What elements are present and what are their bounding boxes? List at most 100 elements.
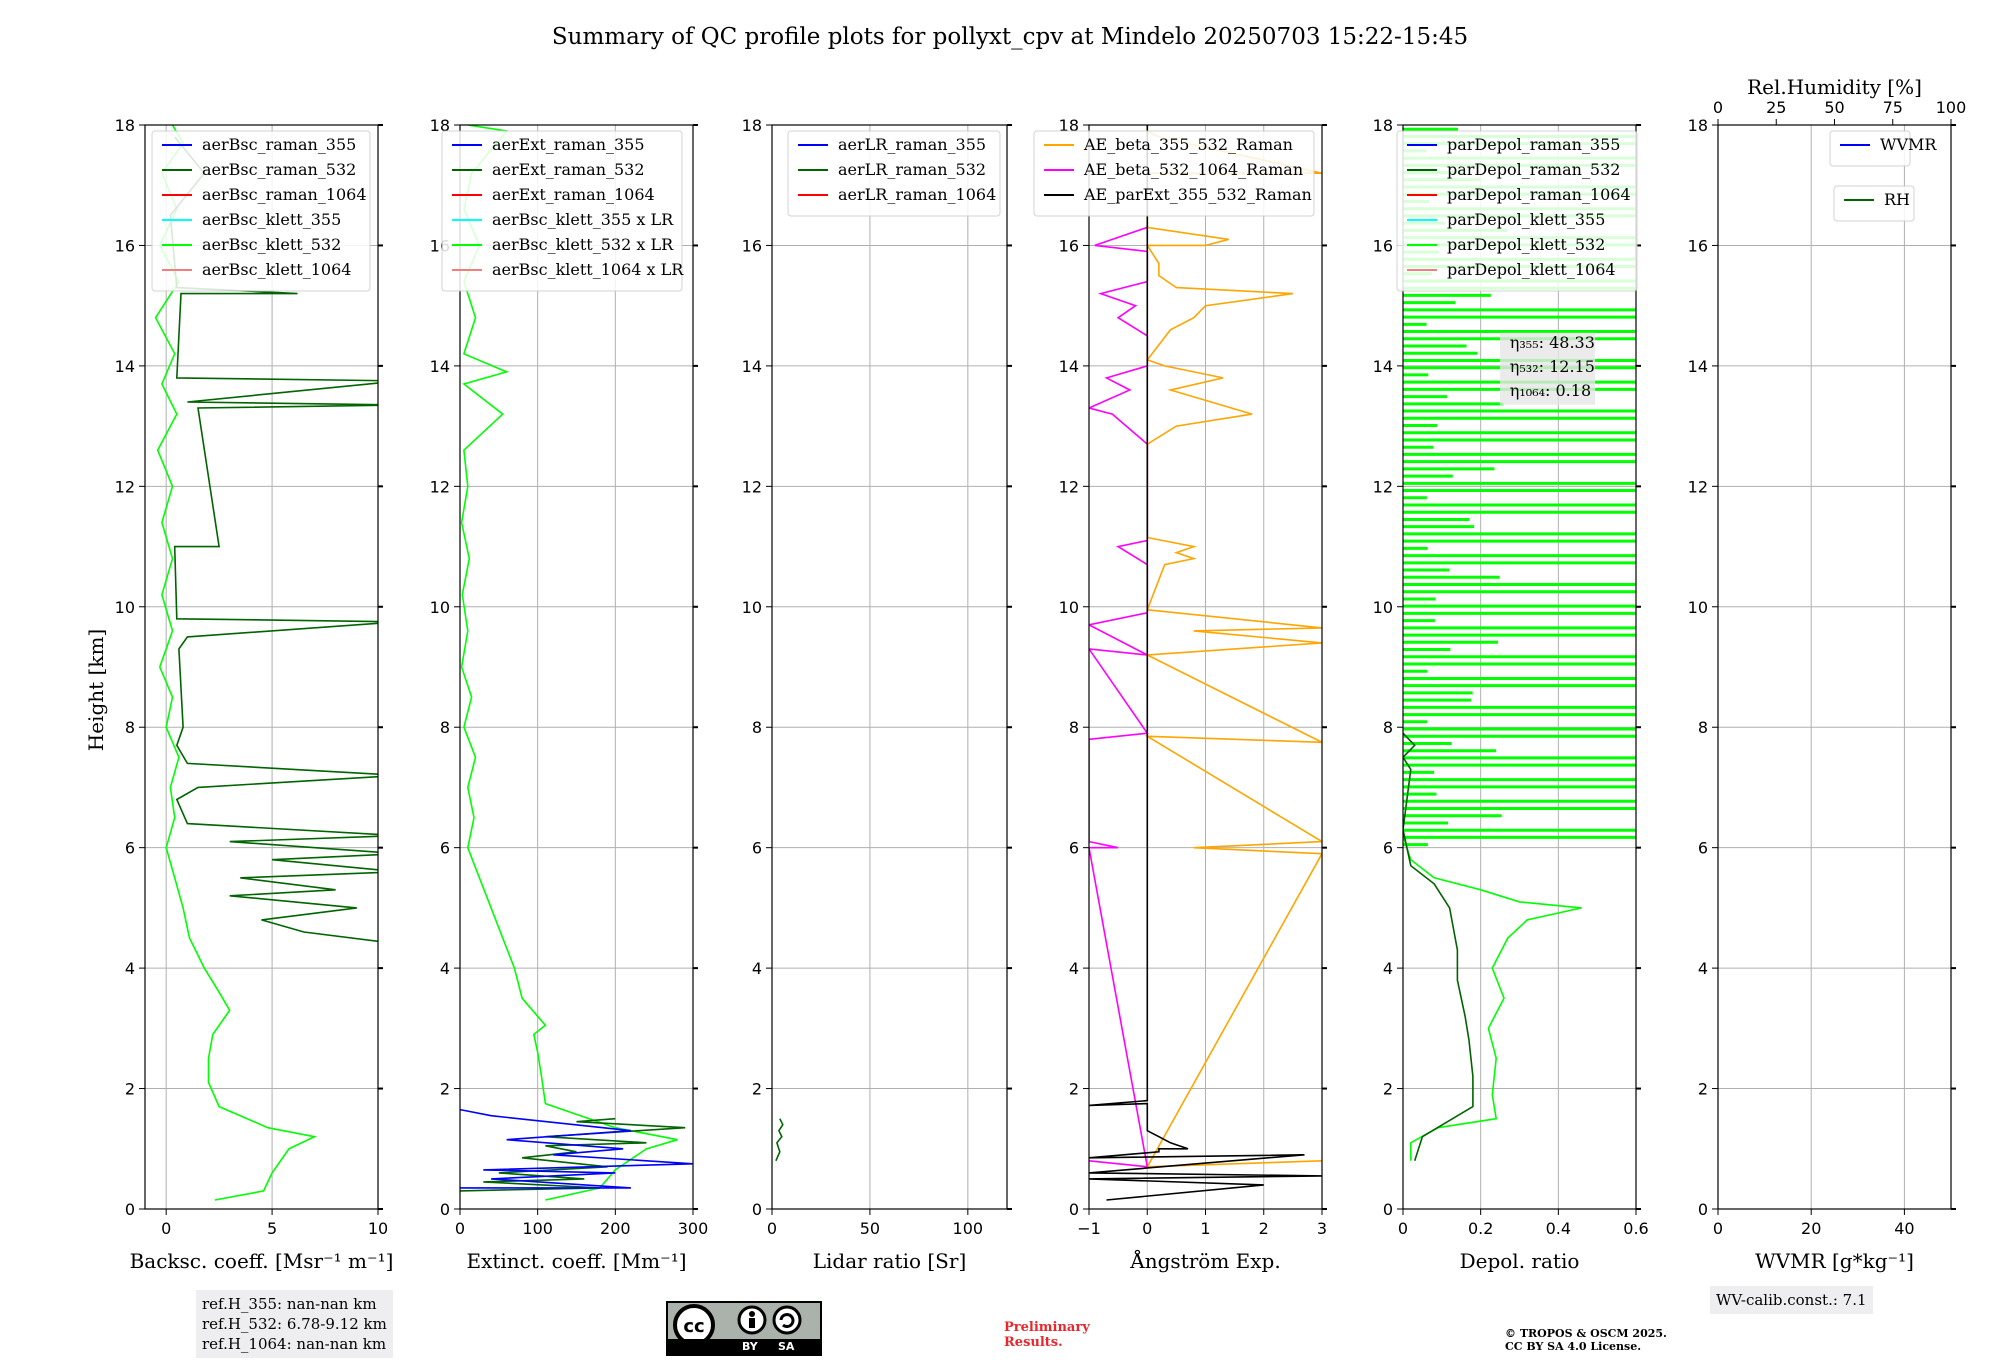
axes-frame xyxy=(144,124,379,1210)
x-tick-label: 0 xyxy=(767,1219,777,1238)
panel-3: 0 50 100 0 2 4 6 8 10 12 14 16 18 Lidar ratio [Sr] aer… xyxy=(742,116,1012,1273)
y-tick-label: 12 xyxy=(1059,477,1079,496)
y-tick-label: 2 xyxy=(1698,1080,1708,1099)
legend-label: aerBsc_klett_1064 x LR xyxy=(492,260,684,279)
y-tick-label: 16 xyxy=(742,236,762,255)
axes-frame xyxy=(1402,124,1637,1210)
series-parDepol_raman_532 xyxy=(1403,732,1474,1162)
x-axis-label: Lidar ratio [Sr] xyxy=(813,1249,967,1273)
legend-label: aerBsc_raman_355 xyxy=(202,135,356,154)
preliminary-note: Preliminary Results. xyxy=(1004,1320,1090,1350)
legend-label: aerBsc_klett_355 x LR xyxy=(492,210,674,229)
legend: WVMR xyxy=(1829,130,1937,167)
y-tick-label: 0 xyxy=(1069,1200,1079,1219)
x-tick-label: 40 xyxy=(1894,1219,1914,1238)
y-tick-label: 16 xyxy=(1059,236,1079,255)
legend-box xyxy=(787,130,1001,217)
series-aerBsc_klett_532 xyxy=(154,125,318,1201)
axes-frame xyxy=(459,124,694,1210)
legend: aerBsc_raman_355 aerBsc_raman_532 aerBsc_r… xyxy=(151,130,371,292)
legend-box xyxy=(1033,130,1315,217)
series-group xyxy=(154,125,378,1201)
y-tick-label: 10 xyxy=(115,598,135,617)
top-x-tick-label: 25 xyxy=(1766,98,1786,117)
eta-annotation: η₅₃₂: 12.15 xyxy=(1510,357,1595,376)
y-tick-label: 0 xyxy=(440,1200,450,1219)
x-tick-label: 3 xyxy=(1317,1219,1327,1238)
series-parDepol_klett_532 xyxy=(1403,835,1582,1161)
cc-strip: BY SA xyxy=(668,1339,820,1354)
x-tick-label: 0 xyxy=(455,1219,465,1238)
legend-label: parDepol_klett_1064 xyxy=(1447,260,1616,279)
y-tick-label: 6 xyxy=(1069,839,1079,858)
y-tick-label: 12 xyxy=(742,477,762,496)
x-tick-label: 5 xyxy=(267,1219,277,1238)
y-tick-label: 10 xyxy=(742,598,762,617)
series-aerLR_raman_532 xyxy=(775,1118,784,1162)
y-tick-label: 6 xyxy=(1698,839,1708,858)
legend-label: RH xyxy=(1884,190,1910,209)
x-tick-label: 0 xyxy=(1398,1219,1408,1238)
y-tick-label: 8 xyxy=(1698,718,1708,737)
y-tick-label: 8 xyxy=(1069,718,1079,737)
y-tick-label: 4 xyxy=(752,959,762,978)
y-tick-label: 16 xyxy=(115,236,135,255)
y-tick-label: 10 xyxy=(1059,598,1079,617)
legend-label: aerLR_raman_532 xyxy=(838,160,986,179)
legend-label: aerExt_raman_1064 xyxy=(492,185,655,204)
legend: aerExt_raman_355 aerExt_raman_532 aerExt_r… xyxy=(441,130,684,292)
x-axis-label: Depol. ratio xyxy=(1460,1249,1580,1273)
y-tick-label: 8 xyxy=(440,718,450,737)
legend-label: WVMR xyxy=(1880,135,1937,154)
copyright-note: © TROPOS & OSCM 2025. CC BY SA 4.0 Licen… xyxy=(1505,1327,1667,1353)
eta-annotation-bg xyxy=(1500,332,1596,405)
x-tick-label: 300 xyxy=(678,1219,709,1238)
y-tick-label: 4 xyxy=(1698,959,1708,978)
y-tick-label: 12 xyxy=(1688,477,1708,496)
legend-label: parDepol_klett_532 xyxy=(1447,235,1605,254)
copyright-line-1: © TROPOS & OSCM 2025. xyxy=(1505,1327,1667,1340)
y-tick-label: 10 xyxy=(1373,598,1393,617)
series-AE_parExt_355_532_Raman xyxy=(1089,125,1322,1201)
x-axis-label: Ångström Exp. xyxy=(1129,1248,1280,1273)
y-tick-label: 6 xyxy=(440,839,450,858)
y-tick-label: 18 xyxy=(430,116,450,135)
x-tick-label: 0 xyxy=(1142,1219,1152,1238)
cc-by-label: BY xyxy=(742,1340,758,1353)
preliminary-line-2: Results. xyxy=(1004,1335,1063,1350)
cc-circle-icon xyxy=(673,1304,715,1339)
y-tick-label: 14 xyxy=(1373,357,1393,376)
series-group xyxy=(460,125,693,1201)
legend-box xyxy=(1396,130,1638,292)
series-aerExt_raman_355 xyxy=(460,1108,693,1189)
y-tick-label: 12 xyxy=(1373,477,1393,496)
series-AE_beta_532_1064_Raman xyxy=(1089,226,1149,1168)
legend-label: aerBsc_klett_532 xyxy=(202,235,341,254)
legend-label: parDepol_raman_532 xyxy=(1447,160,1620,179)
axes-frame xyxy=(1717,124,1952,1210)
x-tick-label: 0 xyxy=(161,1219,171,1238)
legend-label: aerLR_raman_355 xyxy=(838,135,986,154)
y-tick-label: 0 xyxy=(752,1200,762,1219)
axes-frame xyxy=(771,124,1008,1210)
y-tick-label: 6 xyxy=(125,839,135,858)
series-aerBsc_raman_532 xyxy=(169,136,378,943)
series-group xyxy=(1089,125,1322,1201)
y-tick-label: 4 xyxy=(1069,959,1079,978)
eta-annotation: η₃₅₅: 48.33 xyxy=(1510,333,1595,352)
y-tick-label: 16 xyxy=(1688,236,1708,255)
x-tick-label: 2 xyxy=(1259,1219,1269,1238)
x-tick-label: 200 xyxy=(600,1219,631,1238)
depol-dense-bars xyxy=(1403,127,1636,847)
series-group xyxy=(775,1118,784,1162)
x-tick-label: 50 xyxy=(860,1219,880,1238)
x-tick-label: 1 xyxy=(1200,1219,1210,1238)
wv-calib-constant: WV-calib.const.: 7.1 xyxy=(1716,1291,1867,1309)
legend: aerLR_raman_355 aerLR_raman_532 aerLR_rama… xyxy=(787,130,1001,217)
legend-label: aerExt_raman_532 xyxy=(492,160,645,179)
y-tick-label: 14 xyxy=(430,357,450,376)
legend-label: parDepol_raman_1064 xyxy=(1447,185,1631,204)
y-tick-label: 14 xyxy=(115,357,135,376)
